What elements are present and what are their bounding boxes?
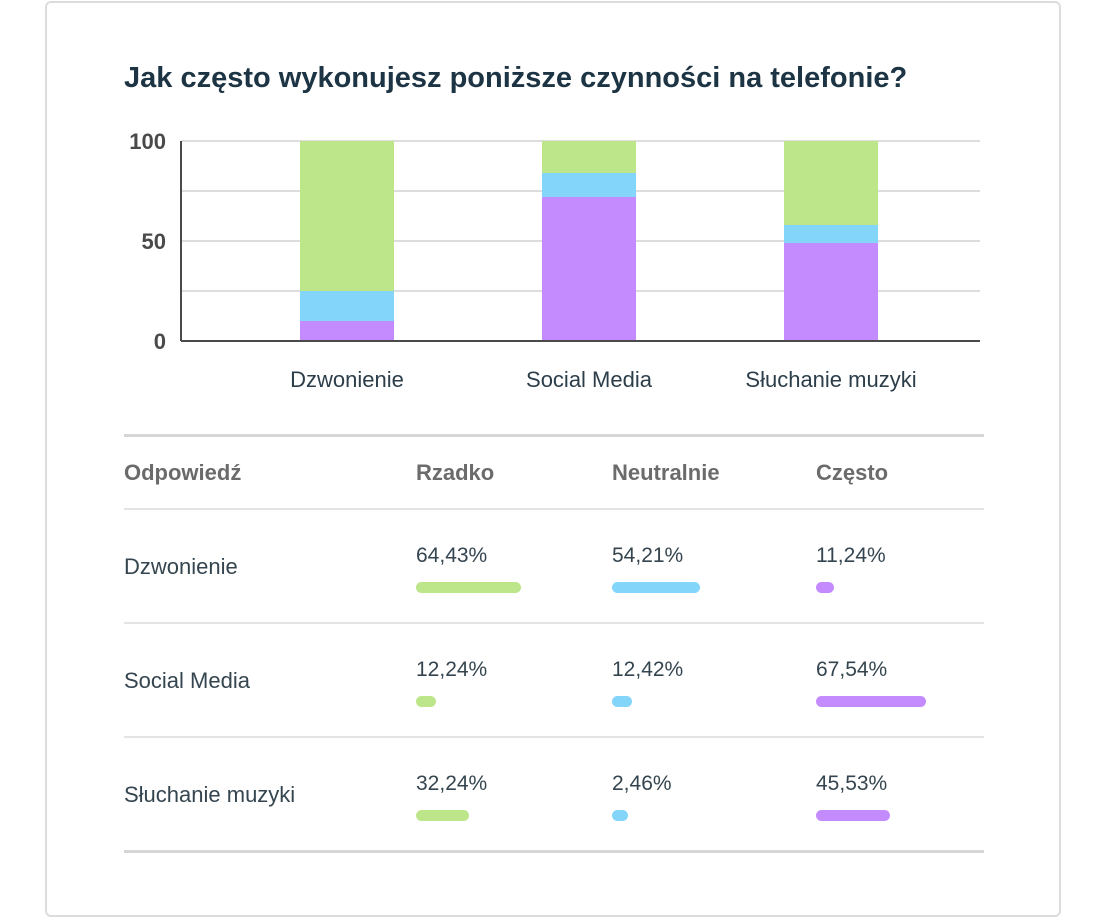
y-tick-label: 50 [142, 229, 166, 254]
row-label: Słuchanie muzyki [124, 782, 296, 807]
bar-segment [784, 225, 878, 243]
level-bar-neutralnie [612, 810, 628, 821]
row-label: Dzwonienie [124, 554, 238, 579]
value-czesto: 67,54% [816, 658, 888, 681]
y-tick-label: 100 [129, 129, 166, 154]
row-divider [124, 508, 984, 510]
value-czesto: 45,53% [816, 772, 888, 795]
column-header-rzadko: Rzadko [416, 460, 495, 485]
level-bar-neutralnie [612, 582, 700, 593]
column-header-answer: Odpowiedź [124, 460, 242, 485]
value-neutralnie: 54,21% [612, 544, 684, 567]
bar-segment [300, 321, 394, 341]
table-bottom-rule [124, 850, 984, 853]
table-top-rule [124, 434, 984, 437]
bar-segment [300, 291, 394, 321]
value-rzadko: 12,24% [416, 658, 488, 681]
bar-segment [542, 141, 636, 173]
level-bar-rzadko [416, 582, 521, 593]
value-rzadko: 64,43% [416, 544, 488, 567]
x-tick-label: Dzwonienie [290, 367, 404, 392]
bar-segment [542, 173, 636, 197]
level-bar-neutralnie [612, 696, 632, 707]
value-neutralnie: 2,46% [612, 772, 672, 795]
row-divider [124, 736, 984, 738]
row-label: Social Media [124, 668, 250, 693]
y-tick-label: 0 [154, 329, 166, 354]
column-header-neutralnie: Neutralnie [612, 460, 720, 485]
level-bar-czesto [816, 810, 890, 821]
level-bar-rzadko [416, 810, 469, 821]
bar-segment [784, 141, 878, 225]
stacked-bar-chart: Dzwonienie Social Media Słuchanie muzyki 0 5… [129, 129, 980, 392]
chart-title: Jak często wykonujesz poniższe czynności… [124, 62, 908, 94]
bar-segment [784, 243, 878, 341]
x-tick-label: Słuchanie muzyki [745, 367, 916, 392]
column-header-czesto: Często [816, 460, 889, 485]
row-divider [124, 622, 984, 624]
bar-segment [300, 141, 394, 291]
level-bar-czesto [816, 582, 834, 593]
value-czesto: 11,24% [816, 544, 886, 567]
value-rzadko: 32,24% [416, 772, 488, 795]
bar-segment [542, 197, 636, 341]
value-neutralnie: 12,42% [612, 658, 684, 681]
x-tick-label: Social Media [526, 367, 653, 392]
level-bar-czesto [816, 696, 926, 707]
level-bar-rzadko [416, 696, 436, 707]
